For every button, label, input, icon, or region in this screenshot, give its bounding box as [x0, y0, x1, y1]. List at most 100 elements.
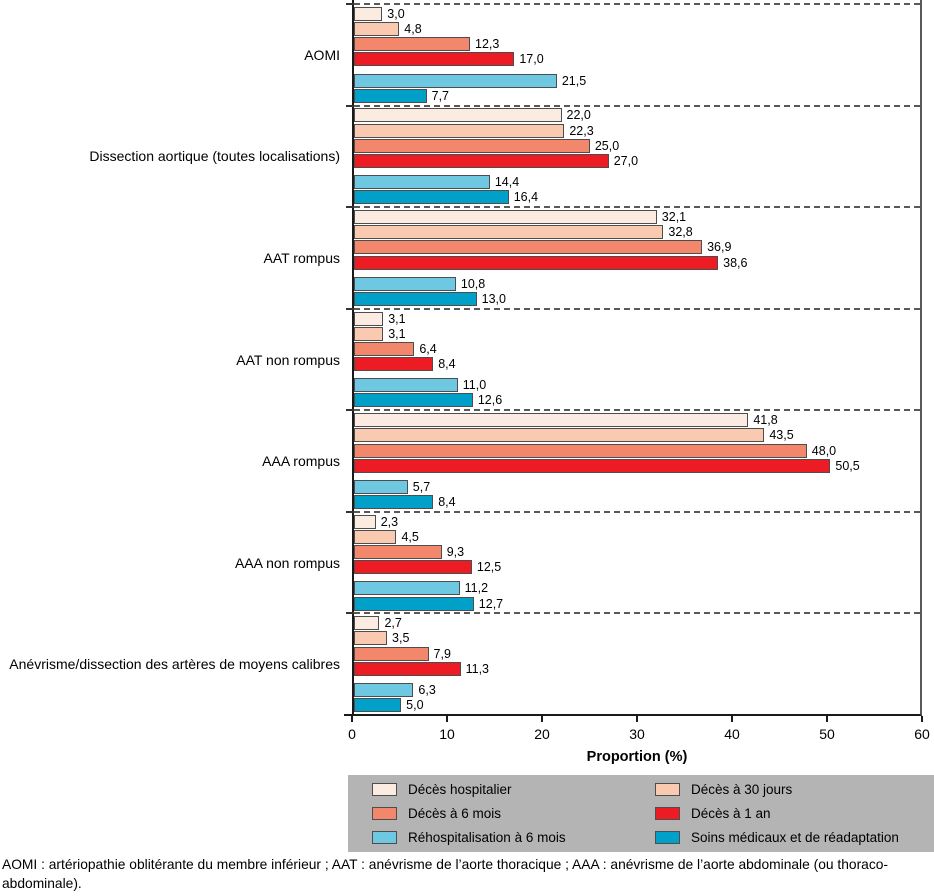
x-tick-label: 50	[819, 726, 835, 742]
plot-area: AOMI 3,0 4,8 12,3 17,0 21,5 7,7 Dissection aort…	[9, 0, 922, 716]
bar-row: 7,9	[354, 646, 920, 661]
bar-value-label: 9,3	[446, 545, 465, 560]
bar-value-label: 17,0	[519, 52, 544, 67]
bar-row: 7,7	[354, 88, 920, 103]
bar-value-label: 32,1	[661, 209, 687, 224]
bar-row: 21,5	[354, 73, 920, 88]
x-tick-label: 10	[439, 726, 455, 742]
category-group: Anévrisme/dissection des artères de moye…	[9, 612, 920, 714]
bar-value-label: 3,1	[388, 311, 406, 326]
bar-row: 2,3	[354, 514, 920, 529]
bar-row: 3,1	[354, 326, 920, 341]
legend-label: Décès hospitalier	[408, 782, 512, 797]
bar-value-label: 2,7	[384, 616, 402, 631]
bar-row: 36,9	[354, 240, 920, 255]
x-tick-mark	[541, 716, 543, 722]
bar-value-label: 10,8	[460, 276, 486, 291]
bar-4	[354, 357, 434, 372]
bar-value-label: 6,4	[419, 341, 437, 356]
bar-1	[354, 209, 657, 224]
legend-item: Décès à 6 mois	[372, 806, 655, 821]
bar-value-label: 8,4	[438, 357, 456, 372]
legend-label: Réhospitalisation à 6 mois	[408, 830, 566, 845]
bar-4	[354, 458, 831, 473]
x-axis-title: Proportion (%)	[586, 749, 688, 765]
bar-row: 11,0	[354, 378, 920, 393]
bar-value-label: 25,0	[594, 138, 620, 153]
bar-row: 27,0	[354, 153, 920, 168]
bar-row: 5,7	[354, 479, 920, 494]
bar-5	[354, 683, 414, 698]
bar-value-label: 11,3	[465, 661, 489, 676]
bar-row: 12,3	[354, 37, 920, 52]
legend-swatch	[372, 831, 397, 844]
bar-1	[354, 6, 383, 21]
bar-group-gap	[354, 67, 920, 73]
x-axis-tick-labels: 0 10 20 30 40 50 60	[348, 726, 930, 744]
bar-2	[354, 225, 664, 240]
bar-2	[354, 326, 384, 341]
bar-3	[354, 37, 471, 52]
bar-row: 38,6	[354, 255, 920, 270]
x-axis-line-overhang	[344, 714, 354, 716]
bar-6	[354, 190, 509, 205]
legend-swatch	[655, 831, 680, 844]
bar-value-label: 4,8	[404, 22, 422, 36]
legend: Décès hospitalier Décès à 30 jours Décès à…	[348, 775, 934, 852]
bar-6	[354, 393, 473, 408]
bar-row: 2,7	[354, 616, 920, 631]
category-group: AAT non rompus 3,1 3,1 6,4 8,4 11,0 12,6	[236, 307, 920, 410]
bar-value-label: 16,4	[513, 190, 539, 205]
bar-value-label: 11,2	[464, 581, 489, 596]
bar-4	[354, 661, 461, 676]
bar-4	[354, 255, 719, 270]
bar-row: 16,4	[354, 190, 920, 205]
category-group: AAA non rompus 2,3 4,5 9,3 12,5 11,2 12,7	[235, 510, 920, 613]
bar-2	[354, 123, 565, 138]
x-tick-label: 0	[348, 726, 356, 742]
x-tick-label: 20	[534, 726, 550, 742]
bar-row: 17,0	[354, 52, 920, 67]
category-label: AAA rompus	[262, 453, 340, 470]
bar-6	[354, 596, 474, 611]
legend-swatch	[372, 783, 397, 796]
bar-6	[354, 291, 477, 306]
category-label: AAA non rompus	[234, 554, 340, 571]
bar-row: 6,4	[354, 341, 920, 356]
bar-value-label: 48,0	[811, 443, 837, 458]
bar-value-label: 3,0	[387, 6, 405, 21]
legend-label: Décès à 6 mois	[408, 806, 502, 821]
bar-value-label: 4,5	[401, 529, 419, 544]
bar-row: 8,4	[354, 495, 920, 510]
bar-row: 5,0	[354, 698, 920, 713]
bar-value-label: 12,6	[477, 393, 503, 408]
bar-row: 12,5	[354, 560, 920, 575]
bar-group-gap	[354, 270, 920, 276]
bar-row: 12,7	[354, 596, 920, 611]
bar-row: 25,0	[354, 138, 920, 153]
bar-2	[354, 428, 765, 443]
bar-3	[354, 646, 429, 661]
legend-label: Soins médicaux et de réadaptation	[691, 830, 899, 845]
legend-swatch	[655, 807, 680, 820]
bar-value-label: 12,5	[476, 560, 502, 575]
legend-item: Décès à 1 an	[655, 806, 934, 821]
bar-group-gap	[354, 169, 920, 175]
bar-5	[354, 378, 458, 393]
bar-row: 3,0	[354, 6, 920, 21]
x-tick-mark	[446, 716, 448, 722]
bar-value-label: 5,7	[412, 479, 431, 494]
legend-label: Décès à 1 an	[691, 806, 771, 821]
bar-3	[354, 341, 415, 356]
bar-value-label: 36,9	[707, 240, 732, 255]
bar-1	[354, 514, 376, 529]
bar-2	[354, 631, 388, 646]
x-tick-label: 40	[724, 726, 740, 742]
bar-value-label: 13,0	[481, 291, 506, 306]
category-label: AAT rompus	[263, 249, 340, 266]
bar-row: 11,2	[354, 581, 920, 596]
bar-value-label: 6,3	[418, 683, 436, 698]
x-tick-mark	[826, 716, 828, 722]
bar-value-label: 38,6	[723, 255, 748, 270]
bar-4	[354, 153, 609, 168]
